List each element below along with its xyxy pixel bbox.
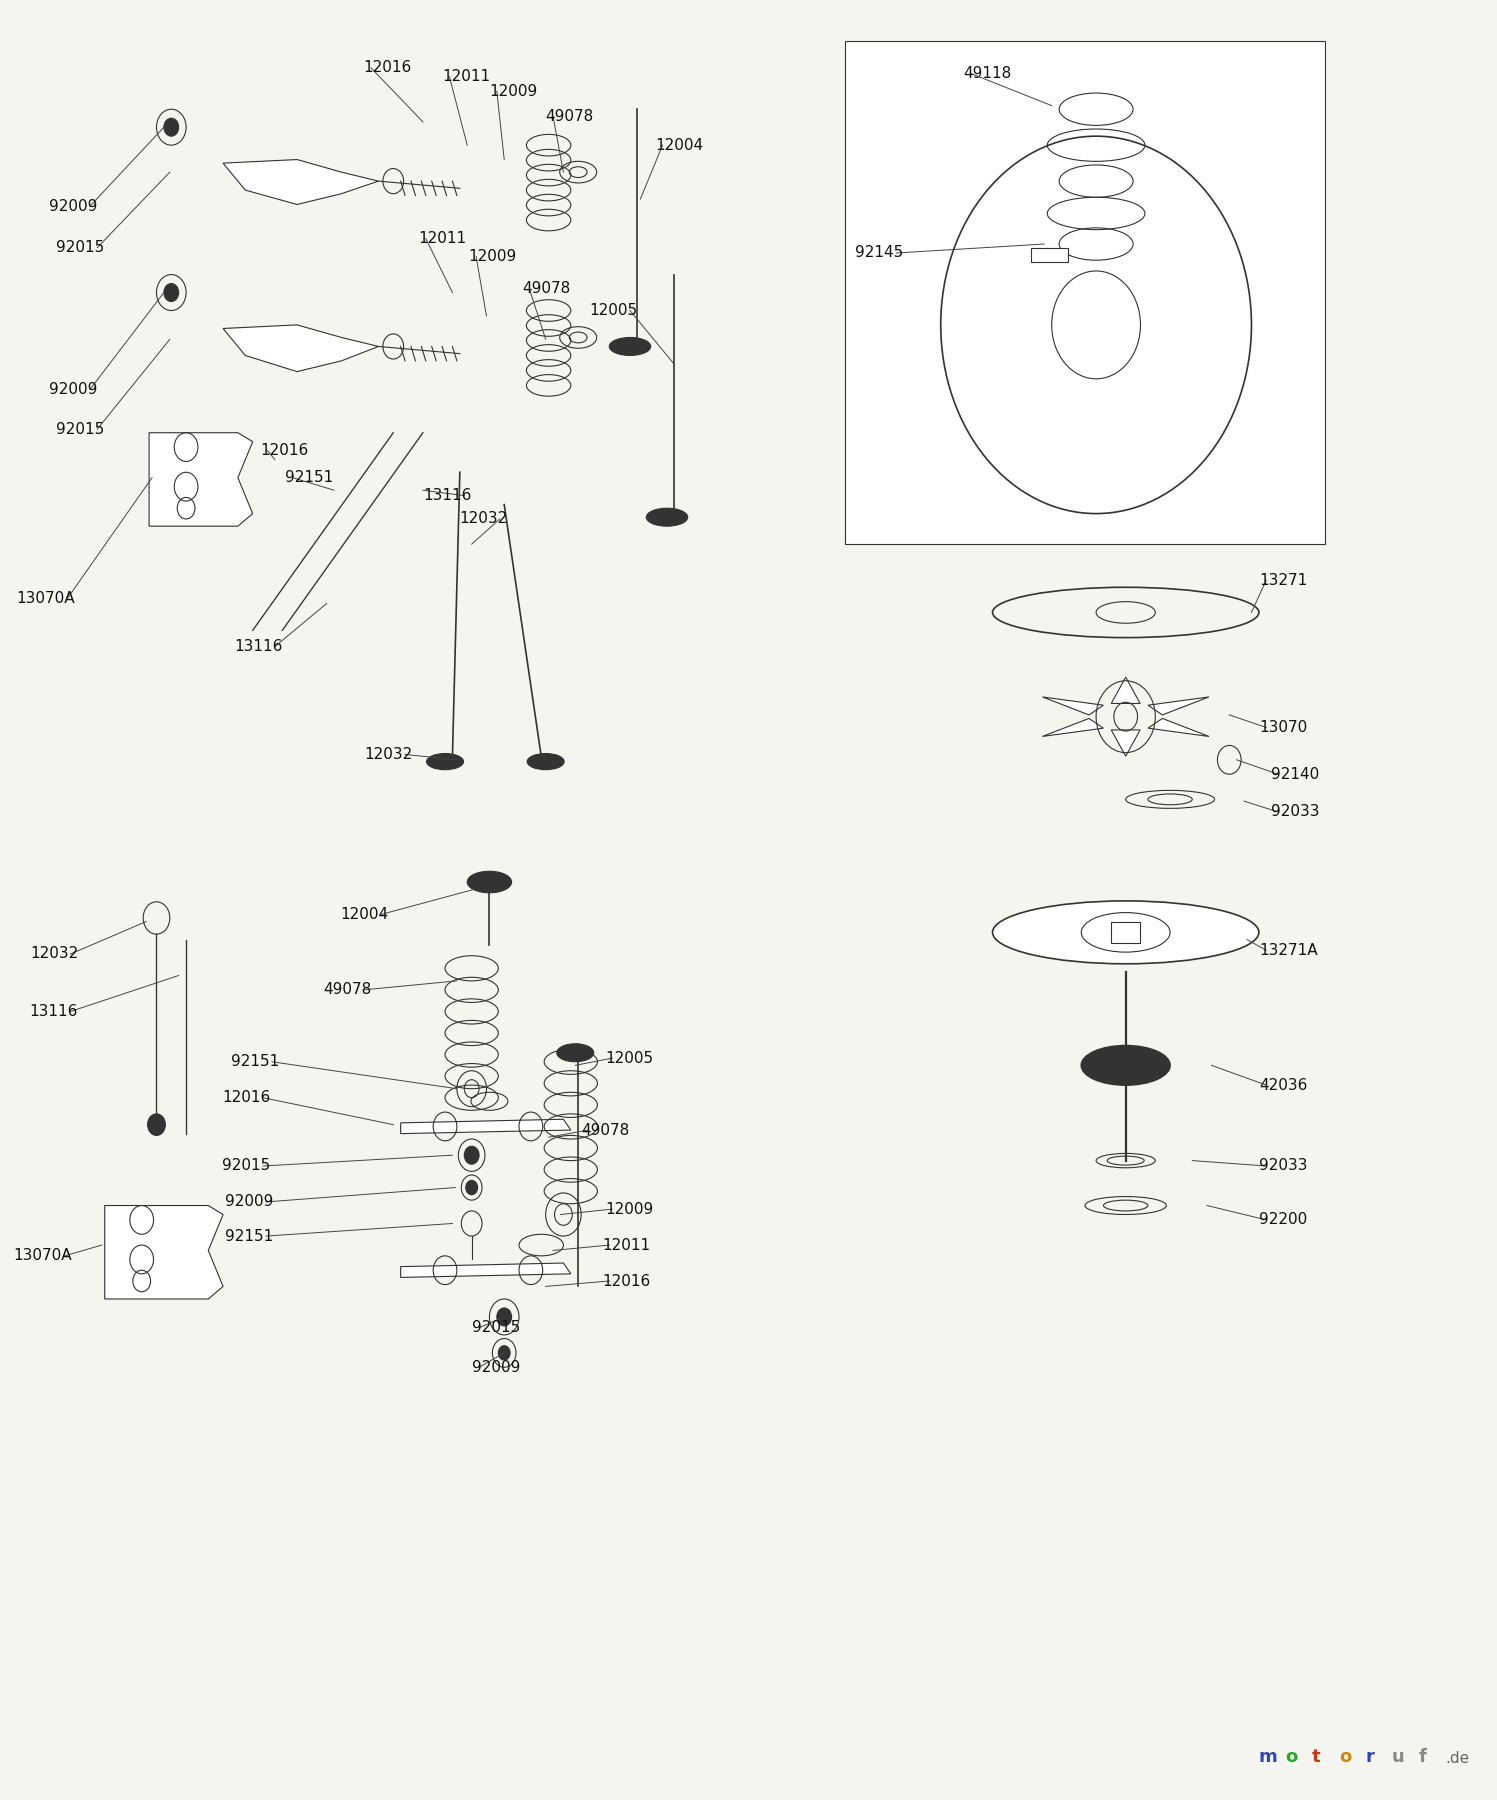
Text: 13116: 13116 <box>424 488 472 504</box>
Text: 12016: 12016 <box>222 1091 271 1105</box>
Text: 49078: 49078 <box>522 281 570 297</box>
Text: 92009: 92009 <box>472 1359 519 1375</box>
Text: 49078: 49078 <box>323 983 371 997</box>
Text: 12032: 12032 <box>460 511 507 526</box>
Polygon shape <box>223 324 379 371</box>
Text: r: r <box>1365 1748 1374 1766</box>
Polygon shape <box>105 1206 223 1300</box>
Text: 12016: 12016 <box>364 61 412 76</box>
Text: 92151: 92151 <box>231 1055 280 1069</box>
Circle shape <box>466 1181 478 1195</box>
Bar <box>1031 248 1067 263</box>
Text: 92015: 92015 <box>57 239 105 256</box>
Ellipse shape <box>993 900 1259 963</box>
Polygon shape <box>401 1120 570 1134</box>
Polygon shape <box>401 1264 570 1278</box>
Circle shape <box>497 1309 512 1327</box>
Text: 13116: 13116 <box>234 639 283 653</box>
Polygon shape <box>1111 677 1141 704</box>
Bar <box>1111 922 1141 943</box>
Circle shape <box>499 1346 510 1361</box>
Text: 13070: 13070 <box>1259 720 1307 734</box>
Text: 13070A: 13070A <box>13 1249 72 1264</box>
Text: 12011: 12011 <box>418 230 467 247</box>
Polygon shape <box>1042 697 1103 715</box>
Text: 13271: 13271 <box>1259 572 1307 587</box>
Text: 12005: 12005 <box>605 1051 653 1066</box>
Text: 13271A: 13271A <box>1259 943 1317 958</box>
Text: 12004: 12004 <box>656 137 704 153</box>
Polygon shape <box>150 432 253 526</box>
Text: 49078: 49078 <box>545 110 594 124</box>
Text: 92033: 92033 <box>1259 1159 1307 1174</box>
Text: 92145: 92145 <box>855 245 904 261</box>
Text: 92151: 92151 <box>286 470 334 486</box>
Text: 92009: 92009 <box>49 198 97 214</box>
Text: 13116: 13116 <box>30 1004 78 1019</box>
Circle shape <box>163 119 178 137</box>
Text: t: t <box>1313 1748 1320 1766</box>
Text: 12009: 12009 <box>469 248 516 265</box>
Text: 49078: 49078 <box>581 1123 629 1138</box>
Text: 92140: 92140 <box>1271 767 1319 781</box>
Text: 42036: 42036 <box>1259 1078 1307 1093</box>
Ellipse shape <box>1081 1046 1171 1085</box>
Ellipse shape <box>427 754 464 770</box>
Text: m: m <box>1259 1748 1277 1766</box>
Text: 12011: 12011 <box>602 1238 650 1253</box>
Text: 92009: 92009 <box>225 1195 274 1210</box>
Text: 92200: 92200 <box>1259 1213 1307 1228</box>
Text: .de: .de <box>1445 1751 1470 1766</box>
Text: 12009: 12009 <box>490 85 537 99</box>
Text: 12009: 12009 <box>605 1202 653 1217</box>
Circle shape <box>163 284 178 302</box>
Ellipse shape <box>467 871 512 893</box>
Text: o: o <box>1338 1748 1350 1766</box>
Circle shape <box>148 1114 165 1136</box>
Text: 92009: 92009 <box>49 382 97 398</box>
Text: 12032: 12032 <box>30 947 78 961</box>
Text: 12011: 12011 <box>442 70 490 85</box>
Text: 92015: 92015 <box>472 1319 519 1336</box>
Bar <box>844 41 1325 544</box>
Text: 92015: 92015 <box>57 421 105 437</box>
Text: o: o <box>1286 1748 1298 1766</box>
Text: f: f <box>1419 1748 1427 1766</box>
Polygon shape <box>223 160 379 205</box>
Text: 92015: 92015 <box>222 1159 271 1174</box>
Text: 12016: 12016 <box>260 443 308 459</box>
Polygon shape <box>1042 718 1103 736</box>
Polygon shape <box>1111 731 1141 756</box>
Ellipse shape <box>647 508 687 526</box>
Ellipse shape <box>609 337 651 355</box>
Text: 12016: 12016 <box>602 1274 650 1289</box>
Text: 12005: 12005 <box>590 302 638 319</box>
Ellipse shape <box>557 1044 594 1062</box>
Text: 49118: 49118 <box>963 67 1010 81</box>
Text: 92151: 92151 <box>225 1229 274 1244</box>
Text: u: u <box>1392 1748 1404 1766</box>
Text: 92033: 92033 <box>1271 805 1319 819</box>
Polygon shape <box>1148 697 1210 715</box>
Ellipse shape <box>527 754 564 770</box>
Circle shape <box>464 1147 479 1165</box>
Text: 12032: 12032 <box>364 747 413 761</box>
Polygon shape <box>1148 718 1210 736</box>
Text: 12004: 12004 <box>341 907 389 922</box>
Text: 13070A: 13070A <box>16 590 75 605</box>
